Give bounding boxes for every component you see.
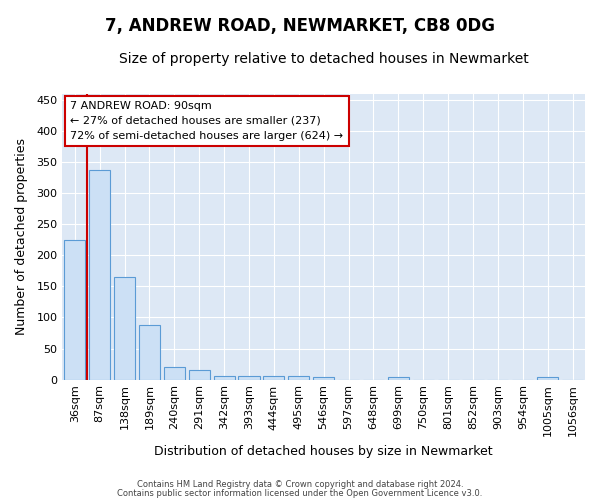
Bar [238,376,260,380]
Bar [114,277,135,380]
Bar [313,377,334,380]
Text: 7, ANDREW ROAD, NEWMARKET, CB8 0DG: 7, ANDREW ROAD, NEWMARKET, CB8 0DG [105,18,495,36]
Text: 7 ANDREW ROAD: 90sqm
← 27% of detached houses are smaller (237)
72% of semi-deta: 7 ANDREW ROAD: 90sqm ← 27% of detached h… [70,101,343,141]
Bar [64,240,85,380]
Text: Contains HM Land Registry data © Crown copyright and database right 2024.: Contains HM Land Registry data © Crown c… [137,480,463,489]
Bar [89,170,110,380]
Bar [288,376,310,380]
Text: Contains public sector information licensed under the Open Government Licence v3: Contains public sector information licen… [118,488,482,498]
Bar [188,370,210,380]
Bar [139,325,160,380]
Bar [388,377,409,380]
Bar [214,376,235,380]
Bar [263,376,284,380]
X-axis label: Distribution of detached houses by size in Newmarket: Distribution of detached houses by size … [154,444,493,458]
Bar [537,377,558,380]
Bar [164,367,185,380]
Title: Size of property relative to detached houses in Newmarket: Size of property relative to detached ho… [119,52,529,66]
Y-axis label: Number of detached properties: Number of detached properties [15,138,28,336]
